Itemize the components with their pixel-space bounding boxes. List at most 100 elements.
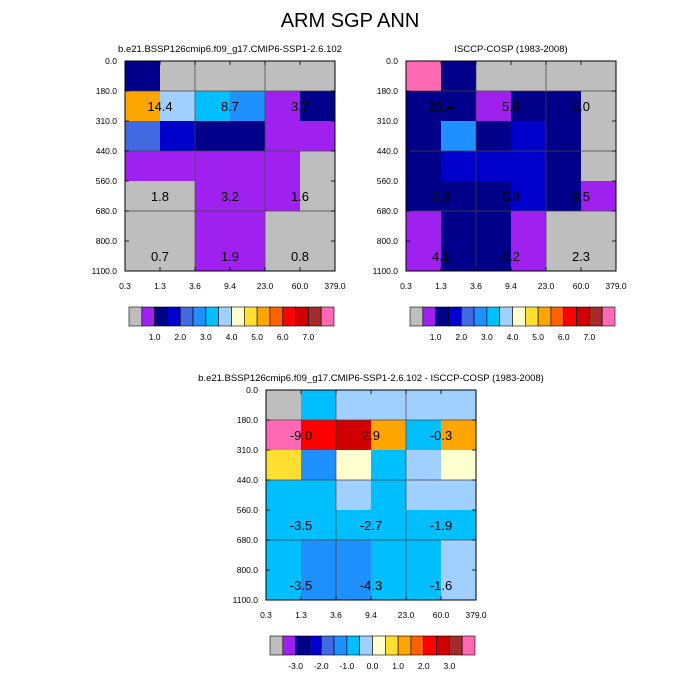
y-tick-label: 800.0 bbox=[96, 236, 118, 246]
heatmap-cell bbox=[266, 510, 302, 541]
colorbar-swatch bbox=[308, 306, 322, 327]
colorbar-swatch bbox=[231, 306, 245, 327]
cell-value-label: -3.5 bbox=[290, 518, 312, 533]
y-tick-label: 1100.0 bbox=[233, 595, 259, 605]
heatmap-cell bbox=[266, 390, 302, 421]
colorbar-swatch bbox=[449, 635, 463, 656]
panel-title: b.e21.BSSP126cmip6.f09_g17.CMIP6-SSP1-2.… bbox=[118, 44, 342, 55]
heatmap-cell bbox=[265, 121, 301, 152]
y-tick-label: 180.0 bbox=[377, 86, 399, 96]
colorbar-swatch bbox=[525, 306, 539, 327]
heatmap-cell bbox=[406, 241, 442, 272]
heatmap-cell bbox=[266, 480, 302, 511]
colorbar-label: 3.0 bbox=[443, 661, 455, 671]
colorbar-swatch bbox=[423, 635, 437, 656]
colorbar-swatch bbox=[436, 635, 450, 656]
heatmap-cell bbox=[441, 181, 477, 212]
x-tick-label: 0.3 bbox=[400, 281, 412, 291]
heatmap-cell bbox=[265, 151, 301, 182]
heatmap-cell bbox=[336, 450, 372, 481]
heatmap-cell bbox=[441, 420, 477, 451]
heatmap-cell bbox=[476, 61, 512, 92]
cell-value-label: 3.2 bbox=[221, 189, 239, 204]
heatmap-cell bbox=[160, 121, 196, 152]
heatmap-cell bbox=[125, 91, 161, 122]
cell-value-label: 0.7 bbox=[151, 249, 169, 264]
heatmap-cell bbox=[160, 241, 196, 272]
heatmap-cell bbox=[441, 211, 477, 242]
colorbar-swatch bbox=[460, 306, 475, 327]
heatmap-cell bbox=[195, 121, 231, 152]
heatmap-cell bbox=[511, 241, 547, 272]
colorbar-label: 7.0 bbox=[583, 332, 595, 342]
heatmap-cell bbox=[406, 61, 442, 92]
cell-value-label: -2.7 bbox=[360, 518, 382, 533]
x-tick-label: 0.3 bbox=[119, 281, 131, 291]
heatmap-cell bbox=[511, 91, 547, 122]
heatmap-cell bbox=[301, 450, 337, 481]
x-tick-label: 23.0 bbox=[538, 281, 555, 291]
heatmap-cell bbox=[230, 181, 266, 212]
y-tick-label: 560.0 bbox=[377, 176, 399, 186]
cell-value-label: 3.7 bbox=[291, 99, 309, 114]
colorbar-swatch bbox=[295, 635, 309, 656]
colorbar-swatch bbox=[499, 306, 513, 327]
colorbar-swatch bbox=[409, 306, 424, 327]
heatmap-cell bbox=[301, 510, 337, 541]
colorbar-label: 0.0 bbox=[367, 661, 379, 671]
colorbar-swatch bbox=[282, 306, 296, 327]
cell-value-label: 23.4 bbox=[428, 99, 453, 114]
heatmap-cell bbox=[300, 121, 336, 152]
heatmap-cell bbox=[581, 91, 617, 122]
cell-value-label: 5.8 bbox=[502, 99, 520, 114]
y-tick-label: 310.0 bbox=[377, 116, 399, 126]
x-tick-label: 3.6 bbox=[470, 281, 482, 291]
heatmap-cell bbox=[125, 61, 161, 92]
heatmap-cell bbox=[230, 151, 266, 182]
heatmap-cell bbox=[265, 91, 301, 122]
heatmap-cell bbox=[125, 151, 161, 182]
heatmap-cell bbox=[441, 151, 477, 182]
colorbar-label: 6.0 bbox=[558, 332, 570, 342]
heatmap-cell bbox=[300, 91, 336, 122]
heatmap-cell bbox=[476, 121, 512, 152]
heatmap-cell bbox=[476, 151, 512, 182]
heatmap-cell bbox=[406, 151, 442, 182]
y-tick-label: 680.0 bbox=[237, 535, 259, 545]
colorbar-swatch bbox=[256, 306, 271, 327]
colorbar-label: 7.0 bbox=[302, 332, 314, 342]
heatmap-cell bbox=[406, 570, 442, 601]
heatmap-cell bbox=[230, 91, 266, 122]
colorbar-swatch bbox=[563, 306, 577, 327]
heatmap-cell bbox=[406, 390, 442, 421]
colorbar-label: 3.0 bbox=[200, 332, 212, 342]
colorbar-swatch bbox=[601, 306, 616, 327]
heatmap-cell bbox=[406, 121, 442, 152]
colorbar-swatch bbox=[512, 306, 526, 327]
x-tick-label: 9.4 bbox=[224, 281, 236, 291]
heatmap-cell bbox=[265, 61, 301, 92]
heatmap-cell bbox=[125, 211, 161, 242]
x-tick-label: 60.0 bbox=[433, 610, 450, 620]
colorbar-swatch bbox=[537, 306, 552, 327]
heatmap-cell bbox=[546, 241, 582, 272]
colorbar-swatch bbox=[385, 635, 399, 656]
colorbar-swatch bbox=[372, 635, 386, 656]
y-tick-label: 0.0 bbox=[105, 56, 117, 66]
cell-value-label: 2.9 bbox=[362, 428, 380, 443]
y-tick-label: 180.0 bbox=[96, 86, 118, 96]
heatmap-cell bbox=[230, 241, 266, 272]
colorbar-swatch bbox=[486, 306, 500, 327]
heatmap-cell bbox=[300, 241, 336, 272]
colorbar-label: 1.0 bbox=[430, 332, 442, 342]
heatmap-cell bbox=[581, 211, 617, 242]
heatmap-cell bbox=[441, 450, 477, 481]
heatmap-cell bbox=[546, 121, 582, 152]
heatmap-cell bbox=[336, 570, 372, 601]
colorbar-swatch bbox=[154, 306, 168, 327]
heatmap-cell bbox=[195, 181, 231, 212]
colorbar-swatch bbox=[320, 635, 335, 656]
figure-title: ARM SGP ANN bbox=[280, 10, 420, 32]
colorbar-swatch bbox=[461, 635, 476, 656]
